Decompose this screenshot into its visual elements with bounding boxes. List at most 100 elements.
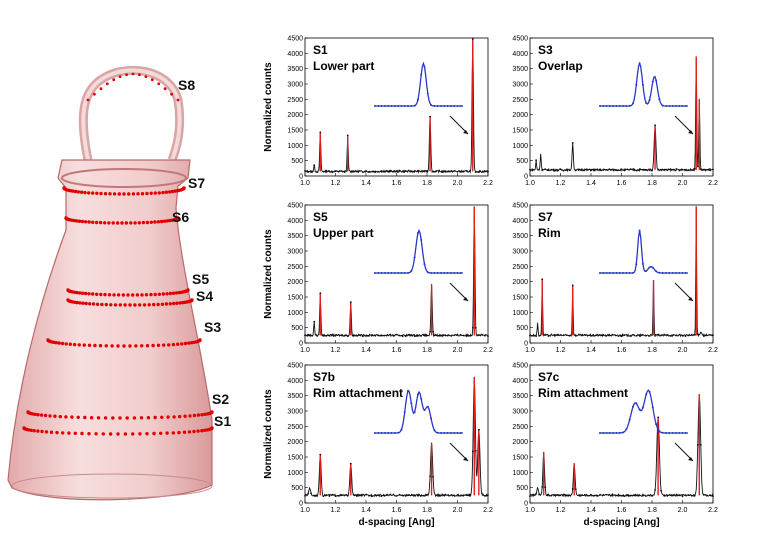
data-point: [456, 333, 459, 336]
data-point: [432, 330, 434, 333]
data-point: [559, 334, 562, 336]
inset-point: [440, 272, 442, 274]
data-point: [611, 333, 614, 336]
data-point: [590, 168, 592, 171]
measurement-point: [95, 302, 100, 306]
x-tick-label: 1.4: [586, 180, 596, 187]
data-point: [337, 333, 340, 336]
data-point: [693, 494, 696, 497]
data-point: [456, 171, 459, 173]
measurement-point: [150, 78, 154, 82]
measurement-point: [53, 414, 57, 418]
inset-point: [449, 272, 452, 274]
measurement-point: [79, 190, 84, 194]
inset-point: [638, 408, 641, 411]
inset-point: [684, 432, 687, 434]
inset-point: [651, 80, 654, 83]
inset-point: [407, 389, 409, 392]
measurement-point: [144, 75, 148, 78]
data-point: [681, 168, 684, 171]
inset-point: [678, 105, 681, 107]
measurement-point: [36, 413, 40, 417]
data-point: [626, 494, 629, 496]
x-tick-label: 1.8: [422, 507, 432, 514]
y-tick-label: 2500: [287, 97, 303, 104]
measurement-point: [176, 216, 180, 220]
x-tick-label: 1.8: [647, 347, 657, 354]
measurement-point: [93, 92, 96, 96]
data-point: [410, 493, 413, 496]
data-point: [462, 334, 465, 337]
measurement-point: [30, 412, 35, 416]
measurement-point: [153, 191, 157, 195]
x-tick-label: 2.0: [453, 347, 463, 354]
data-point: [696, 165, 699, 168]
y-tick-label: 3500: [287, 233, 303, 240]
measurement-point: [160, 415, 164, 419]
data-point: [331, 171, 334, 174]
x-axis-label: d-spacing [Ang]: [358, 517, 434, 528]
inset-point: [390, 105, 393, 107]
inset-point: [655, 423, 658, 426]
data-point: [642, 334, 644, 336]
measurement-point: [178, 414, 182, 419]
y-tick-label: 0: [299, 341, 303, 348]
panel-subtitle: Lower part: [313, 59, 374, 73]
data-point: [614, 494, 617, 497]
x-tick-label: 2.2: [483, 347, 493, 354]
data-point: [529, 168, 531, 171]
data-point: [654, 124, 656, 127]
data-point: [547, 169, 550, 172]
data-point: [429, 330, 431, 333]
data-point: [404, 170, 407, 172]
inset-point: [618, 272, 621, 274]
data-point: [459, 494, 462, 497]
data-point: [371, 170, 373, 173]
data-point: [377, 494, 380, 496]
data-point: [660, 334, 662, 337]
data-point: [417, 494, 419, 497]
data-point: [553, 333, 556, 336]
measurement-point: [138, 303, 142, 307]
y-tick-label: 1500: [512, 128, 528, 135]
data-point: [395, 333, 398, 336]
y-tick-label: 2000: [512, 279, 528, 286]
data-point: [404, 494, 407, 497]
data-point: [456, 494, 459, 496]
y-tick-label: 0: [524, 174, 528, 181]
y-tick-label: 500: [516, 325, 528, 332]
data-point: [599, 169, 601, 172]
inset-point: [397, 105, 400, 107]
data-point: [638, 335, 641, 337]
measurement-point: [167, 190, 172, 194]
measurement-point: [123, 432, 128, 436]
measurement-point: [192, 429, 196, 434]
data-point: [651, 334, 653, 336]
data-point: [648, 494, 650, 497]
data-point: [368, 494, 370, 497]
data-point: [529, 334, 531, 337]
data-point: [444, 171, 447, 173]
x-tick-label: 1.4: [586, 507, 596, 514]
inset-point: [602, 272, 605, 274]
measurement-point: [26, 428, 31, 432]
data-point: [465, 170, 468, 172]
measurement-point: [87, 220, 91, 224]
data-point: [669, 494, 672, 497]
inset-point: [651, 406, 654, 409]
measurement-point: [138, 432, 142, 436]
data-point: [438, 334, 441, 337]
data-point: [328, 334, 331, 337]
data-point: [651, 169, 653, 172]
measurement-point: [140, 344, 144, 348]
y-tick-label: 1500: [512, 295, 528, 302]
inset-point: [678, 432, 681, 434]
data-point: [468, 334, 471, 337]
inset-point: [390, 272, 393, 274]
measurement-point: [132, 416, 137, 420]
inset-point: [456, 272, 459, 274]
data-point: [642, 168, 644, 171]
data-point: [484, 170, 486, 173]
data-point: [675, 168, 678, 170]
measurement-point: [39, 413, 44, 417]
